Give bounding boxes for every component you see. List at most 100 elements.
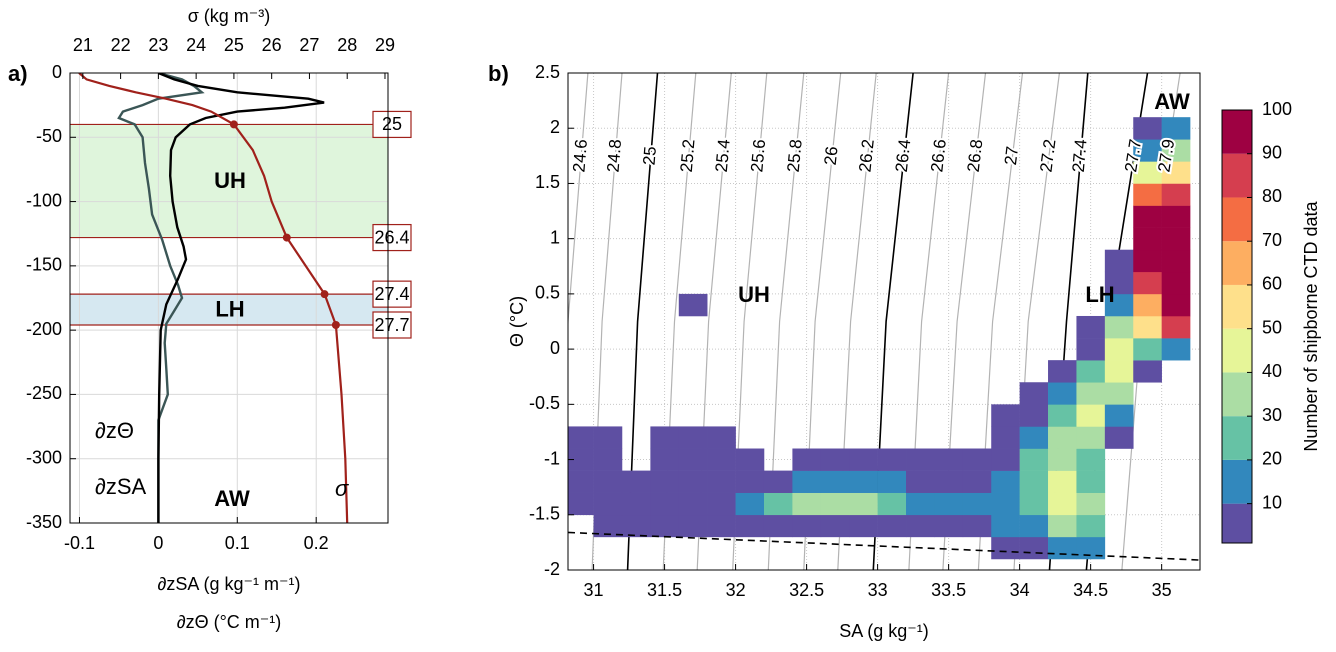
y-tick-label: -250 [26, 383, 62, 403]
heat-cell [962, 492, 992, 516]
isopycnal-label: 25.8 [784, 138, 806, 173]
sigma-marker [229, 120, 238, 129]
isopycnal-label: 26.8 [964, 138, 987, 173]
layer-label-box [372, 311, 412, 339]
heat-cell [593, 470, 623, 493]
y-tick-label: 1.5 [535, 172, 560, 192]
heat-cell [1048, 492, 1077, 516]
heat-cell [1161, 117, 1191, 140]
heat-cell [1161, 205, 1191, 228]
x-tick-label: 0.2 [304, 533, 329, 553]
isopycnal-label: 25.4 [712, 138, 734, 173]
x-axis-label: ∂zΘ (°C m⁻¹) [177, 612, 282, 632]
y-tick-label: -2 [544, 559, 560, 579]
heat-cell [962, 448, 992, 471]
heat-cell [1133, 271, 1162, 295]
heat-cell [1133, 360, 1162, 383]
sigma-marker [320, 290, 329, 299]
heat-cell [1104, 426, 1134, 449]
heat-cell [1019, 514, 1049, 538]
heat-cell [1048, 404, 1077, 427]
heat-cell [678, 492, 708, 516]
heat-cell [1076, 338, 1106, 361]
freezing-line [568, 531, 1200, 561]
heat-cell [1048, 426, 1077, 449]
heat-cell [650, 426, 680, 449]
heat-cell [1019, 382, 1049, 405]
heat-cell [906, 514, 935, 538]
plot-layer: 24.6 24.8 25 25.2 25.4 25.6 25.8 26 26.2 26.4 26.6… [568, 73, 1200, 570]
heat-cell [1076, 470, 1106, 493]
heat-cell [792, 514, 822, 538]
heat-cell [849, 492, 878, 516]
heat-cell [678, 448, 708, 471]
x2-tick-label: 23 [148, 35, 168, 55]
heat-cell [1133, 139, 1162, 162]
heat-cell [1104, 338, 1134, 361]
heat-cell [1104, 249, 1134, 273]
heat-cell [934, 470, 964, 493]
colorbar-tick-label: 50 [1262, 317, 1282, 337]
heat-cell [906, 470, 935, 493]
heat-cell [1076, 492, 1106, 516]
y-tick-label: -350 [26, 512, 62, 532]
series-label: ∂zΘ [95, 418, 134, 443]
heat-cell [991, 404, 1020, 427]
isopycnal-label: 27 [1001, 145, 1022, 166]
heat-cell [707, 492, 736, 516]
heat-cell [1161, 183, 1191, 206]
heat-cell [763, 514, 793, 538]
isopycnal-label: 26.6 [927, 138, 949, 173]
layer-label: 27.7 [374, 315, 409, 335]
heat-cell [593, 492, 623, 516]
heat-cell [650, 492, 680, 516]
heat-cell [593, 514, 623, 538]
heat-cell [763, 470, 793, 493]
heat-cell [707, 426, 736, 449]
heat-cell [877, 514, 907, 538]
y-tick-label: 2 [550, 117, 560, 137]
heat-cell [1133, 338, 1162, 361]
colorbar-tick-label: 90 [1262, 142, 1282, 162]
heat-cell [906, 448, 935, 471]
heat-cell [678, 470, 708, 493]
heat-cell [849, 448, 878, 471]
x2-tick-label: 29 [375, 35, 395, 55]
x2-tick-label: 27 [299, 35, 319, 55]
heat-cell [763, 492, 793, 516]
heat-cell [1161, 139, 1191, 162]
heat-cell [593, 426, 623, 449]
heat-cell [1076, 426, 1106, 449]
colorbar-tick-label: 20 [1262, 449, 1282, 469]
x-tick-label: 31.5 [647, 580, 682, 600]
heat-cell [1019, 426, 1049, 449]
heat-cell [621, 492, 651, 516]
profile-line [157, 73, 325, 523]
heat-cell [1019, 448, 1049, 471]
heat-cell [991, 492, 1020, 516]
profile-line [78, 73, 349, 523]
heat-cell [877, 448, 907, 471]
isopycnal-label: 27.2 [1036, 138, 1059, 173]
colorbar-label: Number of shipborne CTD data [1301, 200, 1321, 451]
heat-cell [1048, 536, 1077, 560]
heat-cell [735, 514, 765, 538]
isopycnal-label: 24.8 [604, 138, 626, 173]
heat-cell [678, 426, 708, 449]
heat-cell [1133, 117, 1162, 140]
sigma-marker [282, 233, 291, 242]
heat-cell [1161, 161, 1191, 184]
heat-cell [1133, 315, 1162, 339]
heat-cell [1076, 382, 1106, 405]
heat-cell [1076, 448, 1106, 471]
colorbar-tick-label: 60 [1262, 274, 1282, 294]
heat-cell [735, 448, 765, 471]
heat-cell [707, 448, 736, 471]
heat-cell [1019, 492, 1049, 516]
heat-cell [991, 536, 1020, 560]
heat-cell [1133, 227, 1162, 251]
isopycnal-label: 26.4 [892, 138, 914, 173]
annotation: UH [738, 282, 770, 307]
heat-cell [1019, 470, 1049, 493]
x-tick-label: 34.5 [1073, 580, 1108, 600]
